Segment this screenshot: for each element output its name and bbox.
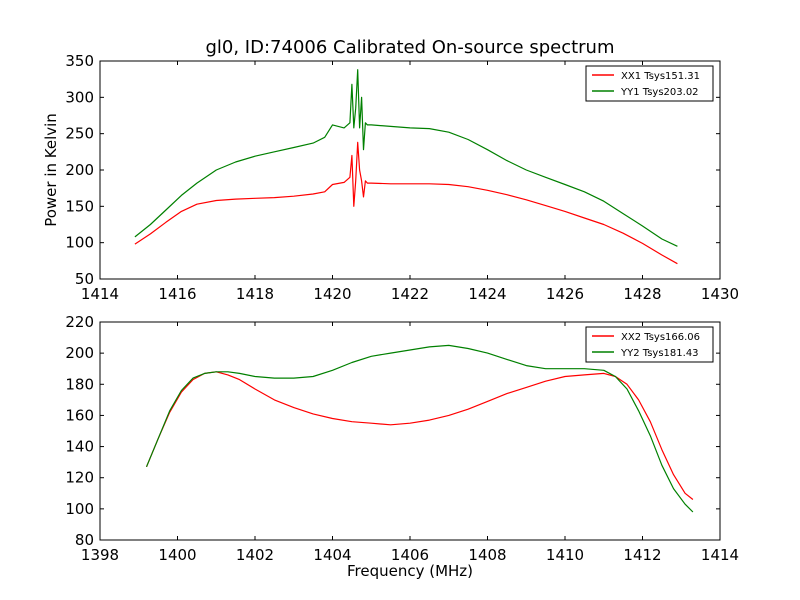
legend-label-2: YY1 Tsys203.02 <box>620 87 699 98</box>
x-tick-label: 1410 <box>546 546 584 564</box>
x-tick-label: 1422 <box>391 285 429 303</box>
y-tick-label: 150 <box>65 197 94 215</box>
y-tick-label: 300 <box>65 88 94 106</box>
x-tick-label: 1426 <box>546 285 584 303</box>
y-tick-label: 180 <box>65 375 94 393</box>
x-tick-label: 1412 <box>623 546 661 564</box>
x-tick-label: 1430 <box>701 285 739 303</box>
x-tick-label: 1408 <box>468 546 506 564</box>
series-line-2 <box>145 344 694 513</box>
legend-label-1: XX2 Tsys166.06 <box>621 332 700 343</box>
x-tick-label: 1416 <box>158 285 196 303</box>
x-tick-label: 1420 <box>313 285 351 303</box>
y-tick-label: 200 <box>65 161 94 179</box>
x-tick-label: 1418 <box>236 285 274 303</box>
y-tick-label: 50 <box>75 270 94 288</box>
y-tick-label: 100 <box>65 500 94 518</box>
legend-label-2: YY2 Tsys181.43 <box>620 348 699 359</box>
y-tick-label: 220 <box>65 313 94 331</box>
y-axis-label: Power in Kelvin <box>42 113 60 227</box>
legend: XX2 Tsys166.06 YY2 Tsys181.43 <box>585 326 714 363</box>
plot-2: 1398 1400 1402 1404 1406 1408 1410 1412 1414 80 10… <box>65 313 739 580</box>
x-tick-label: 1398 <box>81 546 119 564</box>
series-line-1 <box>134 141 678 265</box>
legend-box <box>585 326 714 363</box>
chart-title: gl0, ID:74006 Calibrated On-source spect… <box>205 37 614 58</box>
series-line-2 <box>134 69 678 247</box>
x-axis-label: Frequency (MHz) <box>347 562 473 580</box>
y-tick-label: 120 <box>65 469 94 487</box>
plots: 1414 1416 1418 1420 1422 1424 1426 1428 1430 50 10… <box>42 52 739 580</box>
y-tick-label: 160 <box>65 406 94 424</box>
x-tick-label: 1406 <box>391 546 429 564</box>
y-tick-label: 250 <box>65 125 94 143</box>
plot-1: 1414 1416 1418 1420 1422 1424 1426 1428 1430 50 10… <box>42 52 739 303</box>
legend: XX1 Tsys151.31 YY1 Tsys203.02 <box>585 65 714 102</box>
x-tick-label: 1414 <box>701 546 739 564</box>
x-tick-label: 1424 <box>468 285 506 303</box>
y-tick-label: 200 <box>65 344 94 362</box>
x-tick-label: 1400 <box>158 546 196 564</box>
y-tick-label: 350 <box>65 52 94 70</box>
y-tick-label: 140 <box>65 438 94 456</box>
y-tick-label: 80 <box>75 531 94 549</box>
x-tick-label: 1414 <box>81 285 119 303</box>
x-tick-label: 1402 <box>236 546 274 564</box>
legend-label-1: XX1 Tsys151.31 <box>621 71 700 82</box>
y-tick-label: 100 <box>65 234 94 252</box>
x-tick-label: 1428 <box>623 285 661 303</box>
legend-box <box>585 65 714 102</box>
x-tick-label: 1404 <box>313 546 351 564</box>
